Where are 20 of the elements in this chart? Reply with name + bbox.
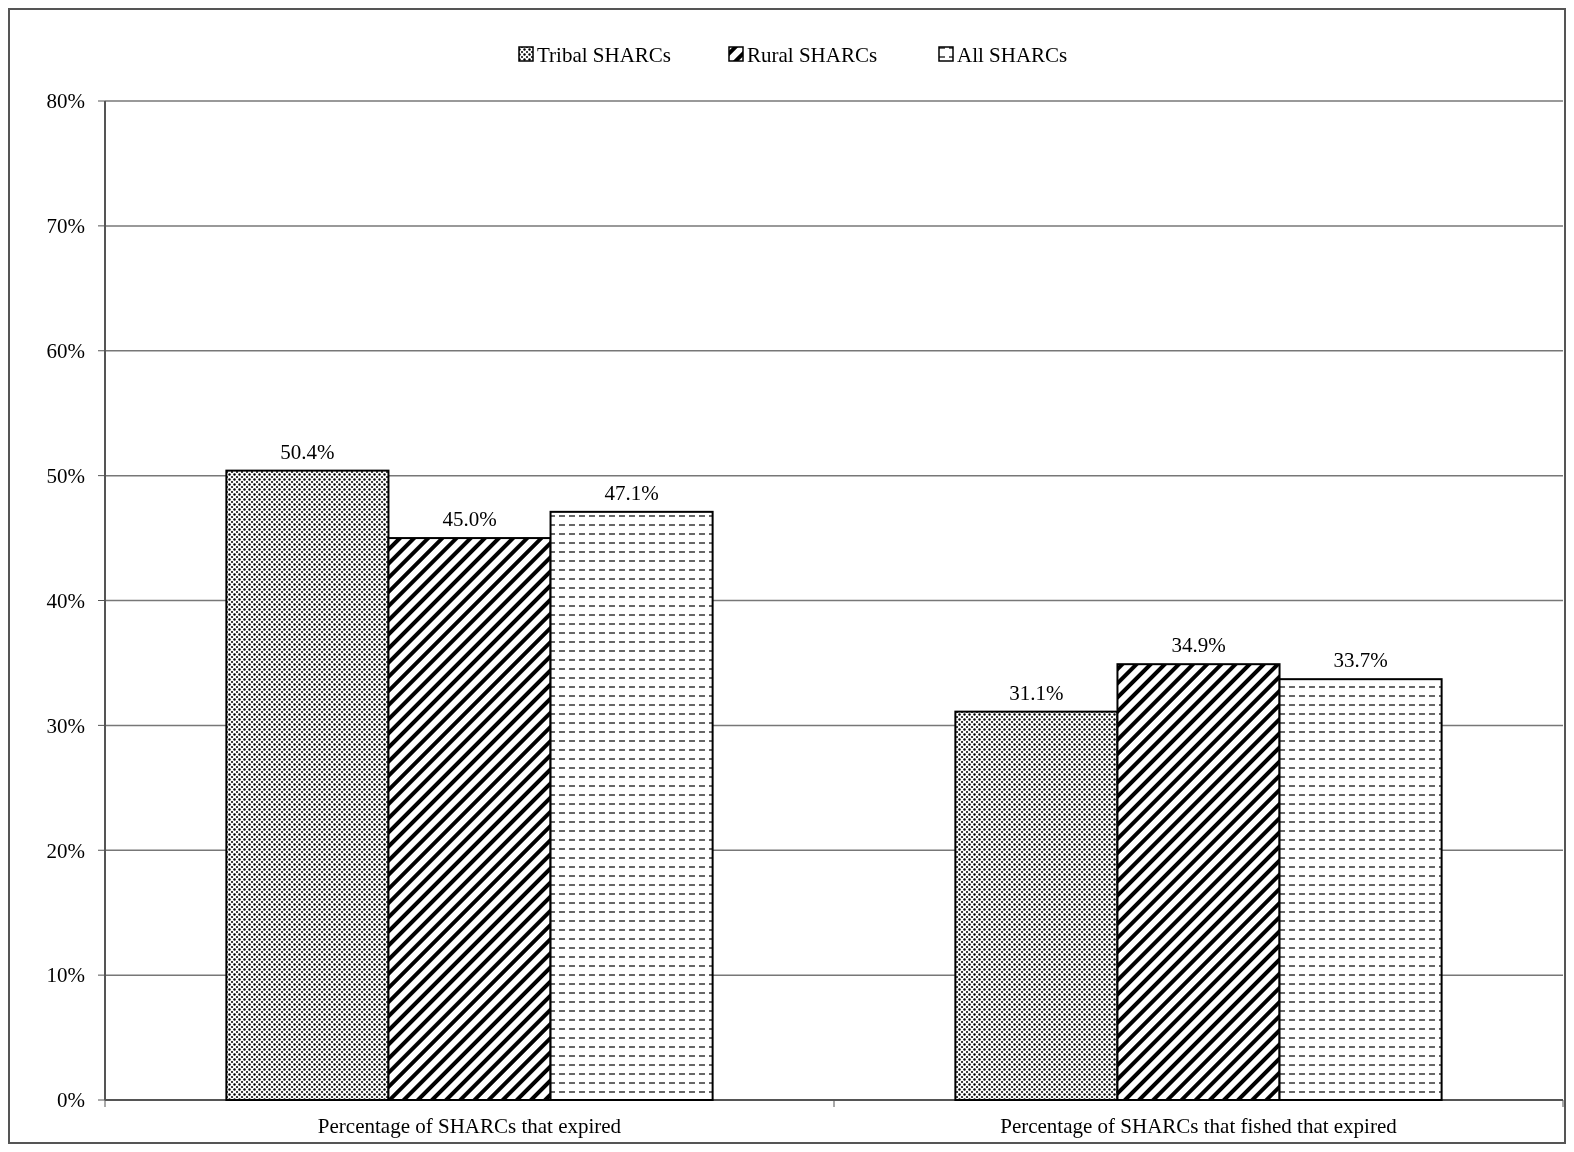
y-tick-label: 20% [46,838,85,863]
x-tick-label: Percentage of SHARCs that fished that expired [1000,1114,1398,1138]
y-tick-label: 40% [46,588,85,613]
text: 31.1% [1009,680,1064,705]
legend-label: All SHARCs [957,43,1068,68]
y-tick-label: 30% [46,713,85,738]
text: 33.7% [1333,648,1388,673]
y-tick-label: 70% [46,214,85,239]
y-tick-label: 10% [46,963,85,988]
legend-label: Tribal SHARCs [537,43,672,68]
text: 45.0% [442,507,497,532]
y-tick-label: 60% [46,339,85,364]
legend-label: Rural SHARCs [747,43,878,68]
text: 50.4% [280,439,335,464]
text: 47.1% [604,480,659,505]
x-tick-label: Percentage of SHARCs that expired [317,1114,622,1138]
y-tick-label: 50% [46,463,85,488]
y-tick-label: 80% [46,89,85,114]
text: 34.9% [1171,633,1226,658]
y-tick-label: 0% [57,1088,85,1113]
